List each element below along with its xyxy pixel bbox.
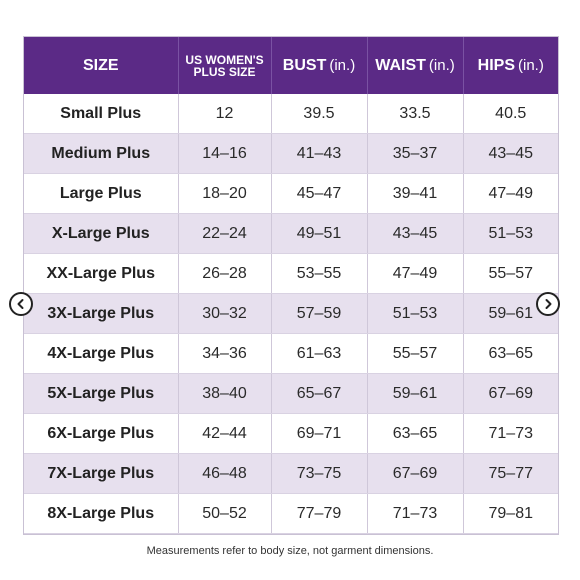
table-row: 7X-Large Plus 46–48 73–75 67–69 75–77 [24,453,558,494]
bust-cell: 73–75 [271,453,368,494]
us-size-cell: 38–40 [178,373,272,414]
table-row: 4X-Large Plus 34–36 61–63 55–57 63–65 [24,333,558,374]
bust-cell: 65–67 [271,373,368,414]
us-size-cell: 50–52 [178,493,272,534]
size-cell: 8X-Large Plus [24,493,179,534]
header-waist-unit: (in.) [428,56,455,74]
hips-cell: 59–61 [463,293,558,334]
bust-cell: 45–47 [271,173,368,214]
header-us-size-line2: PLUS SIZE [193,64,256,79]
chevron-right-icon [545,299,552,309]
waist-cell: 39–41 [367,173,464,214]
header-us-size: US WOMEN'S PLUS SIZE [178,37,272,94]
table-row: 8X-Large Plus 50–52 77–79 71–73 79–81 [24,493,558,534]
waist-cell: 55–57 [367,333,464,374]
bust-cell: 69–71 [271,413,368,454]
bust-cell: 39.5 [271,94,368,134]
hips-cell: 40.5 [463,94,558,134]
us-size-cell: 18–20 [178,173,272,214]
us-size-cell: 22–24 [178,213,272,254]
table-row: X-Large Plus 22–24 49–51 43–45 51–53 [24,213,558,254]
next-button[interactable] [536,292,560,316]
waist-cell: 35–37 [367,133,464,174]
table-row: 5X-Large Plus 38–40 65–67 59–61 67–69 [24,373,558,414]
waist-cell: 33.5 [367,94,464,134]
header-bust-label: BUST [282,56,327,74]
size-cell: Small Plus [24,94,179,134]
chevron-left-icon [17,299,24,309]
us-size-cell: 46–48 [178,453,272,494]
hips-cell: 75–77 [463,453,558,494]
bust-cell: 41–43 [271,133,368,174]
header-row: SIZE US WOMEN'S PLUS SIZE BUST (in.) WAIS… [24,37,558,94]
table-row: 6X-Large Plus 42–44 69–71 63–65 71–73 [24,413,558,454]
waist-cell: 71–73 [367,493,464,534]
hips-cell: 71–73 [463,413,558,454]
table-row: Small Plus 12 39.5 33.5 40.5 [24,94,558,134]
us-size-cell: 34–36 [178,333,272,374]
size-cell: 4X-Large Plus [24,333,179,374]
size-cell: XX-Large Plus [24,253,179,294]
header-us-size-line1: US WOMEN'S [185,52,264,67]
size-cell: 6X-Large Plus [24,413,179,454]
waist-cell: 51–53 [367,293,464,334]
hips-cell: 55–57 [463,253,558,294]
table-row: Medium Plus 14–16 41–43 35–37 43–45 [24,133,558,174]
size-cell: 7X-Large Plus [24,453,179,494]
header-size: SIZE [24,37,179,94]
header-bust: BUST (in.) [271,37,368,94]
waist-cell: 63–65 [367,413,464,454]
header-bust-unit: (in.) [329,56,356,74]
footnote: Measurements refer to body size, not gar… [146,545,434,557]
size-cell: 3X-Large Plus [24,293,179,334]
hips-cell: 43–45 [463,133,558,174]
bust-cell: 77–79 [271,493,368,534]
waist-cell: 67–69 [367,453,464,494]
us-size-cell: 42–44 [178,413,272,454]
us-size-cell: 14–16 [178,133,272,174]
us-size-cell: 30–32 [178,293,272,334]
hips-cell: 47–49 [463,173,558,214]
header-waist: WAIST (in.) [367,37,464,94]
header-hips: HIPS (in.) [463,37,558,94]
size-cell: Medium Plus [24,133,179,174]
hips-cell: 63–65 [463,333,558,374]
previous-button[interactable] [9,292,33,316]
table-row: 3X-Large Plus 30–32 57–59 51–53 59–61 [24,293,558,334]
size-chart-table: SIZE US WOMEN'S PLUS SIZE BUST (in.) WAIS… [24,37,558,534]
waist-cell: 47–49 [367,253,464,294]
bust-cell: 49–51 [271,213,368,254]
hips-cell: 79–81 [463,493,558,534]
us-size-cell: 26–28 [178,253,272,294]
header-hips-unit: (in.) [518,56,544,74]
bust-cell: 53–55 [271,253,368,294]
size-cell: Large Plus [24,173,179,214]
size-cell: X-Large Plus [24,213,179,254]
table-row: Large Plus 18–20 45–47 39–41 47–49 [24,173,558,214]
header-waist-label: WAIST [375,56,426,74]
hips-cell: 51–53 [463,213,558,254]
size-cell: 5X-Large Plus [24,373,179,414]
bust-cell: 61–63 [271,333,368,374]
us-size-cell: 12 [178,94,272,134]
hips-cell: 67–69 [463,373,558,414]
header-hips-label: HIPS [477,56,515,74]
bust-cell: 57–59 [271,293,368,334]
table-row: XX-Large Plus 26–28 53–55 47–49 55–57 [24,253,558,294]
header-size-label: SIZE [82,56,119,74]
waist-cell: 59–61 [367,373,464,414]
waist-cell: 43–45 [367,213,464,254]
